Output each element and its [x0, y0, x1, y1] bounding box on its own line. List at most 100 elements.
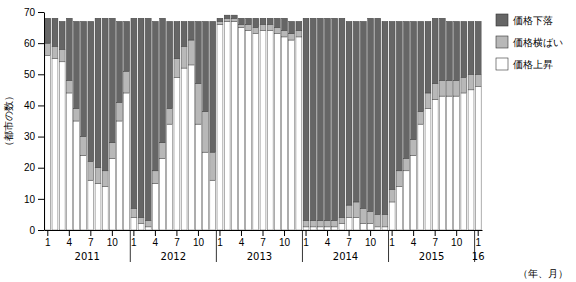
bar — [396, 171, 402, 187]
x-tick-mark — [284, 230, 285, 236]
y-tick-mark — [38, 74, 44, 75]
bar — [339, 18, 345, 217]
x-axis-title: （年、月） — [518, 268, 568, 279]
year-separator — [302, 230, 303, 262]
y-axis: 010203040506070 — [24, 7, 45, 236]
bar — [239, 24, 245, 27]
bar — [317, 227, 323, 230]
bar — [274, 34, 280, 230]
y-tick: 30 — [24, 131, 44, 142]
chart: 1471014710147101471014710101020304050607… — [0, 0, 576, 282]
bar — [382, 214, 388, 226]
bar — [239, 28, 245, 230]
x-tick-mark — [69, 230, 70, 236]
x-tick: 10 — [107, 230, 119, 248]
x-tick-mark — [47, 230, 48, 236]
x-tick-label: 7 — [88, 237, 94, 248]
bar — [174, 21, 180, 58]
bar — [296, 31, 302, 37]
bar — [88, 21, 94, 161]
x-tick-mark — [241, 230, 242, 236]
bar — [289, 34, 295, 40]
y-tick-mark — [38, 105, 44, 106]
x-tick: 4 — [239, 230, 245, 248]
bar — [131, 208, 137, 217]
bar — [375, 227, 381, 230]
legend-item: 価格下落 — [496, 14, 553, 26]
x-tick: 10 — [365, 230, 377, 248]
x-tick-label: 10 — [107, 237, 119, 248]
bar — [45, 43, 51, 55]
bar — [160, 143, 166, 159]
y-tick-mark — [38, 137, 44, 138]
x-tick: 7 — [260, 230, 266, 248]
bar — [167, 109, 173, 125]
y-tick: 70 — [24, 7, 44, 18]
y-tick-mark — [38, 199, 44, 200]
bar — [396, 186, 402, 230]
bar — [360, 224, 366, 230]
bar — [138, 224, 144, 230]
y-tick: 0 — [29, 225, 44, 236]
bar — [310, 227, 316, 230]
year-separator — [130, 230, 131, 262]
bar — [231, 18, 237, 21]
bar — [117, 121, 123, 230]
bar — [181, 21, 187, 46]
bar — [160, 18, 166, 143]
bar — [152, 21, 158, 170]
bar — [382, 227, 388, 230]
bar — [167, 124, 173, 230]
bar — [447, 21, 453, 80]
bar — [375, 18, 381, 214]
x-tick-label: 1 — [389, 237, 395, 248]
x-tick-mark — [456, 230, 457, 236]
bar — [439, 81, 445, 97]
bar — [152, 183, 158, 230]
y-tick-mark — [38, 12, 44, 13]
bar — [339, 218, 345, 224]
y-tick: 10 — [24, 194, 44, 205]
bar — [95, 18, 101, 167]
x-tick: 7 — [346, 230, 352, 248]
x-tick: 10 — [279, 230, 291, 248]
bar — [411, 155, 417, 230]
bar — [260, 31, 266, 230]
bar — [425, 21, 431, 93]
bar — [145, 227, 151, 230]
bar — [253, 28, 259, 34]
bar — [303, 227, 309, 230]
bar — [475, 21, 481, 74]
x-tick-label: 1 — [45, 237, 51, 248]
y-tick-mark — [38, 168, 44, 169]
bar — [260, 18, 266, 24]
bar — [160, 158, 166, 230]
x-tick-label: 7 — [260, 237, 266, 248]
x-tick-label: 1 — [303, 237, 309, 248]
x-tick-label: 4 — [325, 237, 331, 248]
year-separator — [388, 230, 389, 262]
x-tick-mark — [327, 230, 328, 236]
bar — [317, 221, 323, 227]
x-tick: 1 — [303, 230, 309, 248]
bar — [418, 112, 424, 124]
bar — [195, 84, 201, 124]
bar — [81, 21, 87, 136]
bar — [289, 21, 295, 33]
bar — [454, 21, 460, 80]
bar — [447, 96, 453, 230]
bar — [368, 224, 374, 230]
bar — [404, 171, 410, 230]
bar — [346, 205, 352, 217]
bar — [310, 18, 316, 220]
x-tick-label: 7 — [432, 237, 438, 248]
bar — [231, 15, 237, 18]
bar — [267, 31, 273, 230]
bar — [353, 218, 359, 230]
bar — [461, 77, 467, 93]
bar — [217, 21, 223, 24]
bar — [411, 21, 417, 139]
bar — [411, 140, 417, 156]
bar — [353, 202, 359, 218]
x-tick-label: 4 — [153, 237, 159, 248]
